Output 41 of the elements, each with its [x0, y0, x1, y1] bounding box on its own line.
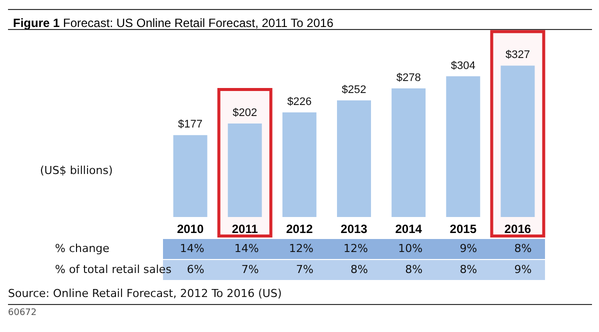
source-note: Source: Online Retail Forecast, 2012 To 2016 (US)	[8, 287, 282, 300]
x-tick-label: 2013	[340, 222, 368, 236]
data-label: $252	[342, 84, 366, 96]
x-tick-label: 2012	[286, 222, 314, 236]
bar	[500, 66, 535, 217]
data-label: $226	[287, 96, 312, 108]
bar	[228, 124, 262, 217]
text: 9%	[458, 242, 478, 255]
bar	[173, 135, 208, 217]
text: 8%	[404, 263, 423, 276]
bar	[337, 100, 371, 217]
data-label: $304	[450, 60, 476, 72]
data-label: $278	[396, 72, 421, 84]
bar	[282, 112, 316, 217]
data-label: $202	[232, 107, 258, 120]
x-tick-label: 2014	[395, 222, 422, 236]
bar	[392, 88, 426, 217]
text: 12%	[288, 242, 314, 255]
x-tick-label: 2010	[176, 222, 204, 236]
x-tick-label: 2015	[450, 222, 477, 236]
text: % change	[55, 242, 110, 255]
text: 8%	[350, 263, 368, 276]
text: % of total retail sales	[55, 263, 172, 276]
chart-title: Figure 1 Forecast: US Online Retail Forecast, 2011 To 2016	[13, 16, 334, 30]
text: 10%	[397, 242, 423, 255]
text: 12%	[342, 242, 368, 255]
y-axis-title: (US$ billions)	[40, 164, 113, 177]
x-tick-label: 2016	[504, 222, 532, 236]
data-label: $327	[505, 49, 530, 62]
x-tick-label: 2011	[232, 222, 258, 236]
text: 60672	[8, 308, 37, 318]
text: 14%	[178, 242, 204, 255]
bar	[446, 76, 480, 217]
text: 8%	[458, 263, 478, 276]
text: 7%	[240, 263, 259, 276]
text: 9%	[513, 263, 532, 276]
text: 8%	[513, 242, 532, 255]
text: 14%	[233, 242, 259, 255]
text: 6%	[186, 263, 204, 276]
data-label: $177	[178, 118, 203, 131]
text: 7%	[294, 263, 314, 276]
